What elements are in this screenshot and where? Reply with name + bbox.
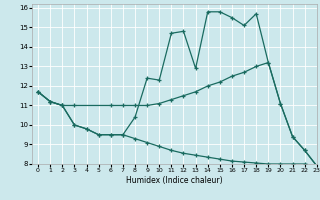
X-axis label: Humidex (Indice chaleur): Humidex (Indice chaleur) xyxy=(126,176,223,185)
